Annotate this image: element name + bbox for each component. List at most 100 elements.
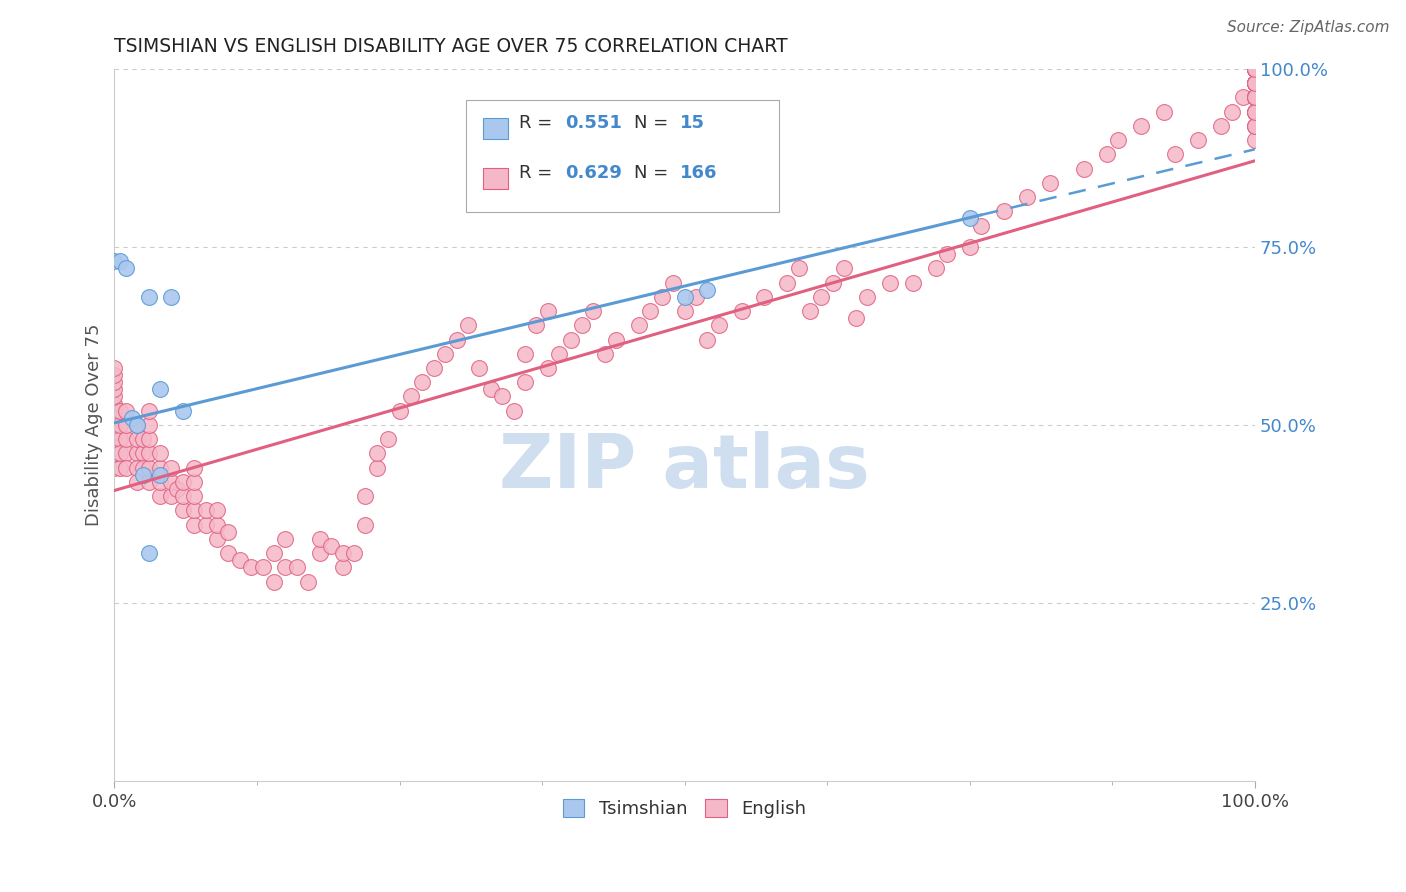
Point [308,546,330,560]
Point [411,376,433,390]
Point [662,276,685,290]
Point [605,333,627,347]
Point [172,503,194,517]
FancyBboxPatch shape [465,100,779,212]
Point [673,304,696,318]
Point [332,560,354,574]
Point [217,524,239,539]
Point [685,290,707,304]
Point [149,467,172,482]
Point [1232,90,1254,104]
Point [1244,119,1267,133]
Text: TSIMSHIAN VS ENGLISH DISABILITY AGE OVER 75 CORRELATION CHART: TSIMSHIAN VS ENGLISH DISABILITY AGE OVER… [114,37,787,56]
Point [787,261,810,276]
Point [194,503,217,517]
Point [754,290,776,304]
Point [149,489,172,503]
Point [103,254,125,268]
Point [1244,133,1267,147]
Point [194,517,217,532]
Point [434,347,457,361]
Point [707,318,730,333]
Point [491,390,513,404]
Point [1244,76,1267,90]
Point [217,546,239,560]
Point [901,276,924,290]
Point [1244,62,1267,76]
Point [114,432,136,446]
Point [1129,119,1152,133]
Point [138,417,160,432]
Point [468,361,491,376]
Point [205,503,228,517]
Point [1187,133,1209,147]
Bar [482,168,508,189]
Point [114,460,136,475]
Point [640,304,662,318]
Point [479,383,502,397]
Point [332,546,354,560]
Point [513,347,536,361]
Text: R =: R = [519,164,558,182]
Point [138,475,160,489]
Point [103,383,125,397]
Text: Source: ZipAtlas.com: Source: ZipAtlas.com [1226,20,1389,35]
Point [457,318,479,333]
Point [103,460,125,475]
Point [343,546,366,560]
Point [138,460,160,475]
Point [160,475,183,489]
Point [103,425,125,439]
Point [183,460,205,475]
Point [308,532,330,546]
Point [103,410,125,425]
Point [183,475,205,489]
Point [730,304,752,318]
Point [114,446,136,460]
Point [1244,90,1267,104]
Point [103,417,125,432]
Point [1244,90,1267,104]
Point [285,560,308,574]
Point [696,283,718,297]
Point [132,467,155,482]
Point [103,396,125,410]
Point [1015,190,1038,204]
Y-axis label: Disability Age Over 75: Disability Age Over 75 [86,324,103,526]
Point [240,560,263,574]
Point [354,517,377,532]
Point [108,254,131,268]
Point [127,446,149,460]
Point [127,475,149,489]
Point [845,311,868,326]
Point [537,361,560,376]
Point [149,383,172,397]
Point [810,290,832,304]
Point [127,460,149,475]
Point [799,304,821,318]
Point [696,333,718,347]
Point [1095,147,1118,161]
Point [132,432,155,446]
Point [446,333,468,347]
Point [1244,104,1267,119]
Point [1244,104,1267,119]
Text: 0.551: 0.551 [565,114,621,132]
Point [127,417,149,432]
Point [160,460,183,475]
Point [366,446,388,460]
Point [172,403,194,417]
Point [673,290,696,304]
Point [252,560,274,574]
Point [274,532,297,546]
Point [114,261,136,276]
Point [1244,76,1267,90]
Text: ZIP atlas: ZIP atlas [499,431,870,504]
Point [377,432,399,446]
Point [183,489,205,503]
Point [1220,104,1243,119]
Point [160,290,183,304]
Point [524,318,547,333]
Point [138,432,160,446]
Point [502,403,524,417]
